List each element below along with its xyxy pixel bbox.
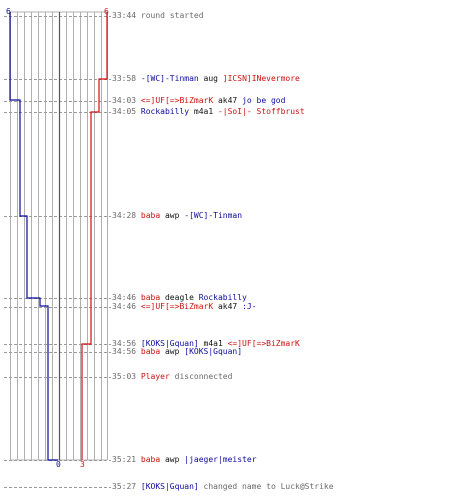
event-time: 34:03 — [112, 96, 141, 105]
event-row: 34:05 Rockabilly m4a1 -|SoI|- Stoffbrust — [112, 107, 305, 116]
event-text: |jaeger|meister — [184, 455, 257, 464]
event-text: baba — [140, 455, 161, 464]
event-text: changed name to Luck@Strike — [198, 482, 334, 491]
event-text: <=]UF[=>BiZmarK — [140, 96, 214, 105]
blue-count-end: 0 — [56, 460, 61, 469]
event-text: disconnected — [169, 372, 233, 381]
event-row: 34:46 <=]UF[=>BiZmarK ak47 :J- — [112, 302, 257, 311]
event-row: 34:28 baba awp -[WC]-Tinman — [112, 211, 242, 220]
red-count-end: 3 — [80, 460, 85, 469]
blue-count-start: 6 — [6, 7, 11, 16]
event-text: m4a1 — [189, 107, 218, 116]
event-time: 34:46 — [112, 302, 141, 311]
event-time: 34:56 — [112, 347, 141, 356]
event-time: 34:46 — [112, 293, 141, 302]
red-count-start: 6 — [104, 7, 109, 16]
event-row: 35:27 [KOKS|Gquan] changed name to Luck@… — [112, 482, 334, 491]
event-row: 34:03 <=]UF[=>BiZmarK ak47 jo be god — [112, 96, 285, 105]
event-time: 35:27 — [112, 482, 141, 491]
event-time: 35:03 — [112, 372, 141, 381]
event-time: 33:58 — [112, 74, 141, 83]
event-text: baba — [140, 347, 161, 356]
event-text: awp — [160, 347, 185, 356]
event-row: 34:56 [KOKS|Gquan] m4a1 <=]UF[=>BiZmarK — [112, 339, 300, 348]
event-text: jo be god — [242, 96, 286, 105]
event-text: baba — [140, 293, 161, 302]
event-row: 35:21 baba awp |jaeger|meister — [112, 455, 257, 464]
event-text: -[WC]-Tinman — [140, 74, 199, 83]
event-text: baba — [140, 211, 161, 220]
event-time: 35:21 — [112, 455, 141, 464]
event-text: m4a1 — [198, 339, 228, 348]
event-text: -[WC]-Tinman — [184, 211, 243, 220]
blue-team-alive-line — [9, 12, 58, 461]
event-text: [KOKS|Gquan] — [140, 482, 199, 491]
event-text: <=]UF[=>BiZmarK — [140, 302, 214, 311]
graph-grid — [10, 11, 108, 461]
event-text: [KOKS|Gquan] — [140, 339, 199, 348]
event-text: round started — [140, 11, 204, 20]
event-text: ]ICSN]INevermore — [222, 74, 300, 83]
event-text: deagle — [160, 293, 199, 302]
event-text: Rockabilly — [198, 293, 247, 302]
event-row: 33:58 -[WC]-Tinman aug ]ICSN]INevermore — [112, 74, 300, 83]
event-text: Player — [140, 372, 170, 381]
event-text: [KOKS|Gquan] — [184, 347, 243, 356]
event-text: :J- — [242, 302, 257, 311]
event-time: 34:05 — [112, 107, 141, 116]
event-text: Rockabilly — [140, 107, 190, 116]
event-text: ak47 — [213, 96, 243, 105]
event-row: 33:44 round started — [112, 11, 204, 20]
event-time: 33:44 — [112, 11, 141, 20]
event-text: -|SoI|- Stoffbrust — [217, 107, 305, 116]
event-time: 34:28 — [112, 211, 141, 220]
event-time: 34:56 — [112, 339, 141, 348]
event-row: 34:56 baba awp [KOKS|Gquan] — [112, 347, 242, 356]
event-text: awp — [160, 211, 185, 220]
event-row: 35:03 Player disconnected — [112, 372, 232, 381]
event-text: <=]UF[=>BiZmarK — [227, 339, 300, 348]
event-row: 34:46 baba deagle Rockabilly — [112, 293, 247, 302]
event-text: ak47 — [213, 302, 243, 311]
red-team-alive-line — [81, 12, 108, 460]
event-text: aug — [198, 74, 223, 83]
event-text: awp — [160, 455, 185, 464]
